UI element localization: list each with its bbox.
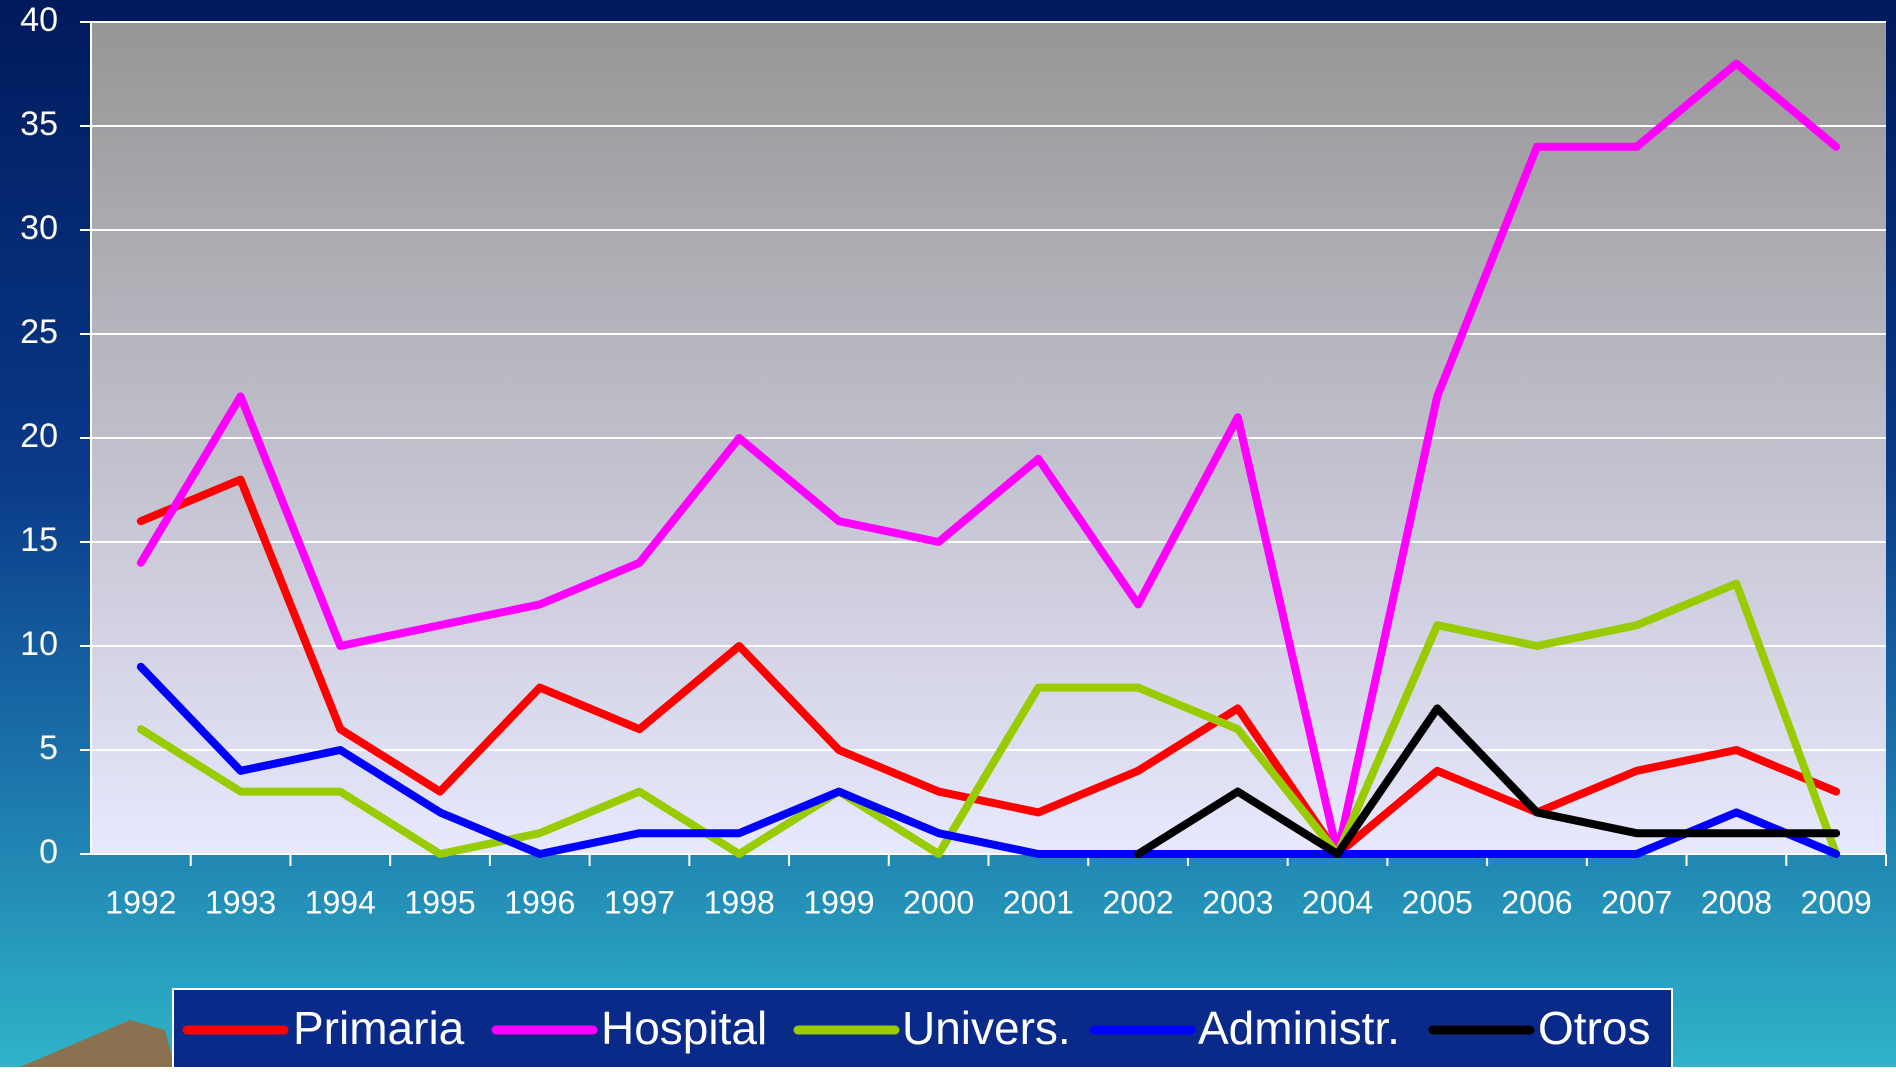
legend-label: Otros [1538, 1002, 1650, 1054]
x-tick-label: 1997 [604, 884, 675, 920]
legend-label: Univers. [902, 1002, 1071, 1054]
x-tick-label: 2006 [1501, 884, 1572, 920]
y-tick-label: 5 [39, 729, 58, 767]
x-tick-label: 2008 [1701, 884, 1772, 920]
x-tick-label: 1992 [105, 884, 176, 920]
legend [172, 988, 1673, 1072]
x-tick-label: 1995 [404, 884, 475, 920]
x-tick-label: 1999 [803, 884, 874, 920]
decoration [20, 1020, 175, 1067]
y-tick-label: 25 [20, 313, 58, 351]
x-tick-label: 2003 [1202, 884, 1273, 920]
x-tick-label: 1993 [205, 884, 276, 920]
y-tick-label: 35 [20, 105, 58, 143]
y-tick-label: 0 [39, 833, 58, 871]
series-line [136, 475, 1841, 858]
series-line [136, 59, 1841, 858]
x-tick-label: 1996 [504, 884, 575, 920]
legend-label: Hospital [601, 1002, 767, 1054]
legend-label: Primaria [293, 1002, 465, 1054]
y-tick-label: 15 [20, 521, 58, 559]
y-tick-label: 30 [20, 209, 58, 247]
y-tick-label: 40 [20, 1, 58, 39]
y-tick-label: 20 [20, 417, 58, 455]
x-tick-label: 2000 [903, 884, 974, 920]
series-line [136, 579, 1841, 858]
x-tick-label: 2007 [1601, 884, 1672, 920]
x-tick-label: 2009 [1801, 884, 1872, 920]
series-line [136, 662, 1841, 858]
x-tick-label: 2004 [1302, 884, 1373, 920]
x-tick-label: 2002 [1102, 884, 1173, 920]
legend-label: Administr. [1198, 1002, 1400, 1054]
x-tick-label: 1998 [704, 884, 775, 920]
x-tick-label: 1994 [305, 884, 376, 920]
x-tick-label: 2005 [1402, 884, 1473, 920]
x-tick-label: 2001 [1003, 884, 1074, 920]
y-tick-label: 10 [20, 625, 58, 663]
series-line [1134, 704, 1841, 858]
